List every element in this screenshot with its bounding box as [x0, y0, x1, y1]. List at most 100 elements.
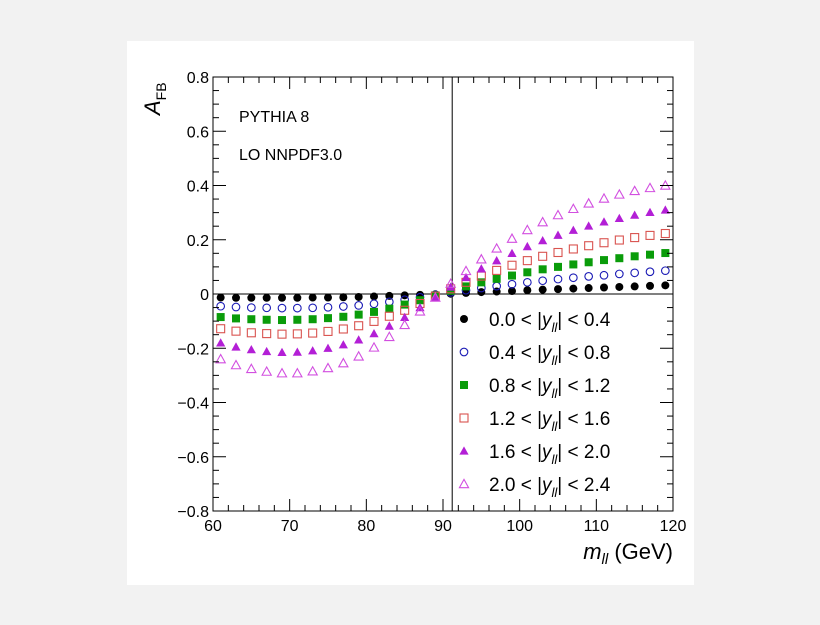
legend-entry-part: 0.8 < |: [489, 376, 542, 397]
data-point: [322, 362, 334, 373]
data-point: [385, 291, 394, 300]
data-point: [353, 350, 365, 361]
data-point: [291, 367, 303, 378]
legend-marker: [459, 446, 469, 455]
legend-entry: 0.0 < |yll| < 0.4: [489, 310, 611, 335]
legend-entry: 1.6 < |yll| < 2.0: [489, 442, 610, 467]
legend-entry-part: 1.2 < |: [489, 409, 542, 430]
data-point: [462, 288, 470, 297]
legend-marker: [459, 413, 469, 423]
data-point: [308, 303, 318, 313]
x-tick-label: 110: [584, 518, 610, 535]
data-point: [292, 347, 302, 356]
data-point: [262, 315, 271, 324]
legend-marker: [458, 478, 470, 489]
afb-scatter-chart: 60 70 80 90 100 110 120 −0.8 −0.6 −0.4 −0.2 0 0.2 0.4…: [140, 70, 687, 568]
data-point: [338, 340, 348, 349]
data-point: [277, 329, 287, 339]
legend-entry-part: ll: [552, 386, 559, 401]
data-point: [262, 329, 272, 339]
data-point: [277, 347, 287, 356]
data-point: [660, 228, 670, 239]
data-point: [630, 282, 639, 291]
data-point: [491, 242, 503, 253]
data-point: [232, 314, 240, 323]
legend-entry-part: | < 0.4: [557, 310, 610, 331]
data-point: [231, 302, 241, 312]
legend-entry-part: 0.4 < |: [489, 343, 542, 364]
data-point: [599, 217, 609, 226]
legend-entry-part: | < 1.2: [557, 376, 610, 397]
legend-marker: [459, 347, 469, 357]
legend-entry-part: y: [540, 376, 553, 397]
data-point: [568, 244, 578, 254]
data-point: [385, 304, 394, 313]
data-point: [553, 247, 563, 258]
data-point: [599, 270, 609, 280]
data-point: [568, 273, 578, 283]
data-point: [538, 251, 548, 261]
data-point: [508, 271, 516, 280]
data-point: [278, 316, 286, 325]
data-point: [354, 310, 363, 319]
data-point: [538, 285, 547, 294]
data-point: [292, 303, 302, 313]
legend-entry: 0.4 < |yll| < 0.8: [489, 343, 610, 368]
annotation-generator: PYTHIA 8: [239, 109, 309, 126]
data-point: [338, 302, 348, 311]
data-point: [384, 311, 394, 321]
data-point: [262, 303, 272, 313]
data-point: [416, 296, 424, 305]
data-point: [508, 287, 516, 296]
legend-entry: 1.2 < |yll| < 1.6: [489, 409, 610, 434]
data-point: [583, 197, 595, 208]
data-point: [247, 315, 256, 324]
x-tick-label: 120: [660, 518, 687, 535]
y-tick-label: 0.2: [187, 233, 209, 250]
data-point: [354, 335, 364, 344]
data-point: [645, 207, 655, 217]
data-point: [615, 254, 624, 263]
data-point: [599, 238, 609, 248]
legend-entry-part: | < 2.0: [557, 442, 610, 463]
legend-entry-part: 1.6 < |: [489, 442, 542, 463]
data-point: [537, 216, 549, 227]
data-point: [354, 321, 364, 331]
data-point: [460, 265, 472, 276]
data-point: [230, 359, 242, 370]
data-point: [216, 293, 225, 302]
y-tick-label: −0.6: [177, 450, 209, 467]
legend-entry-part: ll: [552, 419, 559, 434]
legend-entry-part: y: [540, 343, 553, 364]
data-point: [492, 256, 502, 265]
data-point: [569, 260, 578, 269]
data-point: [461, 272, 471, 282]
x-tick-label: 60: [204, 518, 222, 535]
data-point: [645, 230, 655, 240]
data-point: [323, 302, 333, 312]
data-point: [477, 278, 486, 287]
data-point: [553, 230, 563, 239]
data-point: [568, 225, 578, 234]
data-point: [247, 293, 256, 302]
chart-canvas: 60 70 80 90 100 110 120 −0.8 −0.6 −0.4 −0.2 0 0.2 0.4…: [127, 41, 694, 585]
data-point: [507, 279, 517, 289]
data-point: [216, 313, 225, 322]
y-tick-label: 0: [200, 287, 209, 304]
data-point: [400, 300, 409, 309]
data-point: [339, 293, 348, 302]
legend-entry-part: | < 1.6: [557, 409, 610, 430]
legend-entry-part: 2.0 < |: [489, 475, 542, 496]
data-point: [215, 353, 227, 364]
data-point: [368, 341, 380, 352]
legend-entry-part: ll: [552, 353, 559, 368]
data-point: [231, 342, 241, 351]
data-point: [661, 249, 670, 258]
data-point: [567, 203, 579, 214]
data-point: [522, 277, 532, 287]
data-point: [277, 303, 287, 313]
legend-entry-part: y: [540, 310, 553, 331]
data-point: [246, 303, 256, 312]
data-point: [354, 292, 363, 301]
data-point: [276, 367, 288, 378]
